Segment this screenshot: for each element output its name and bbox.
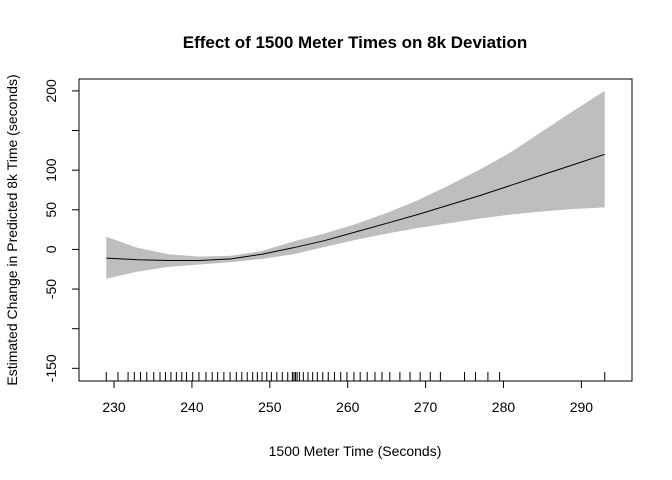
y-tick-label: 0 [43, 245, 59, 253]
y-tick-label: -50 [43, 279, 59, 299]
y-axis-label: Estimated Change in Predicted 8k Time (s… [4, 74, 20, 385]
x-tick-label: 260 [336, 399, 360, 415]
x-tick-label: 290 [570, 399, 594, 415]
plot-area [105, 90, 606, 381]
x-tick-label: 240 [180, 399, 204, 415]
x-axis: 230 240 250 260 270 280 290 [102, 381, 593, 415]
y-tick-label: 100 [43, 158, 59, 182]
x-tick-label: 280 [492, 399, 516, 415]
confidence-band [106, 90, 605, 279]
y-tick-label: 200 [43, 79, 59, 103]
plot-frame [78, 78, 633, 382]
x-tick-label: 230 [102, 399, 126, 415]
x-tick-label: 250 [258, 399, 282, 415]
y-axis: 200 100 50 0 -50 -150 [43, 79, 79, 382]
x-tick-label: 270 [414, 399, 438, 415]
y-tick-label: -150 [43, 354, 59, 382]
chart-title: Effect of 1500 Meter Times on 8k Deviati… [183, 33, 528, 52]
y-tick-label: 50 [43, 202, 59, 218]
x-axis-label: 1500 Meter Time (Seconds) [269, 443, 442, 459]
fit-line [106, 153, 605, 261]
